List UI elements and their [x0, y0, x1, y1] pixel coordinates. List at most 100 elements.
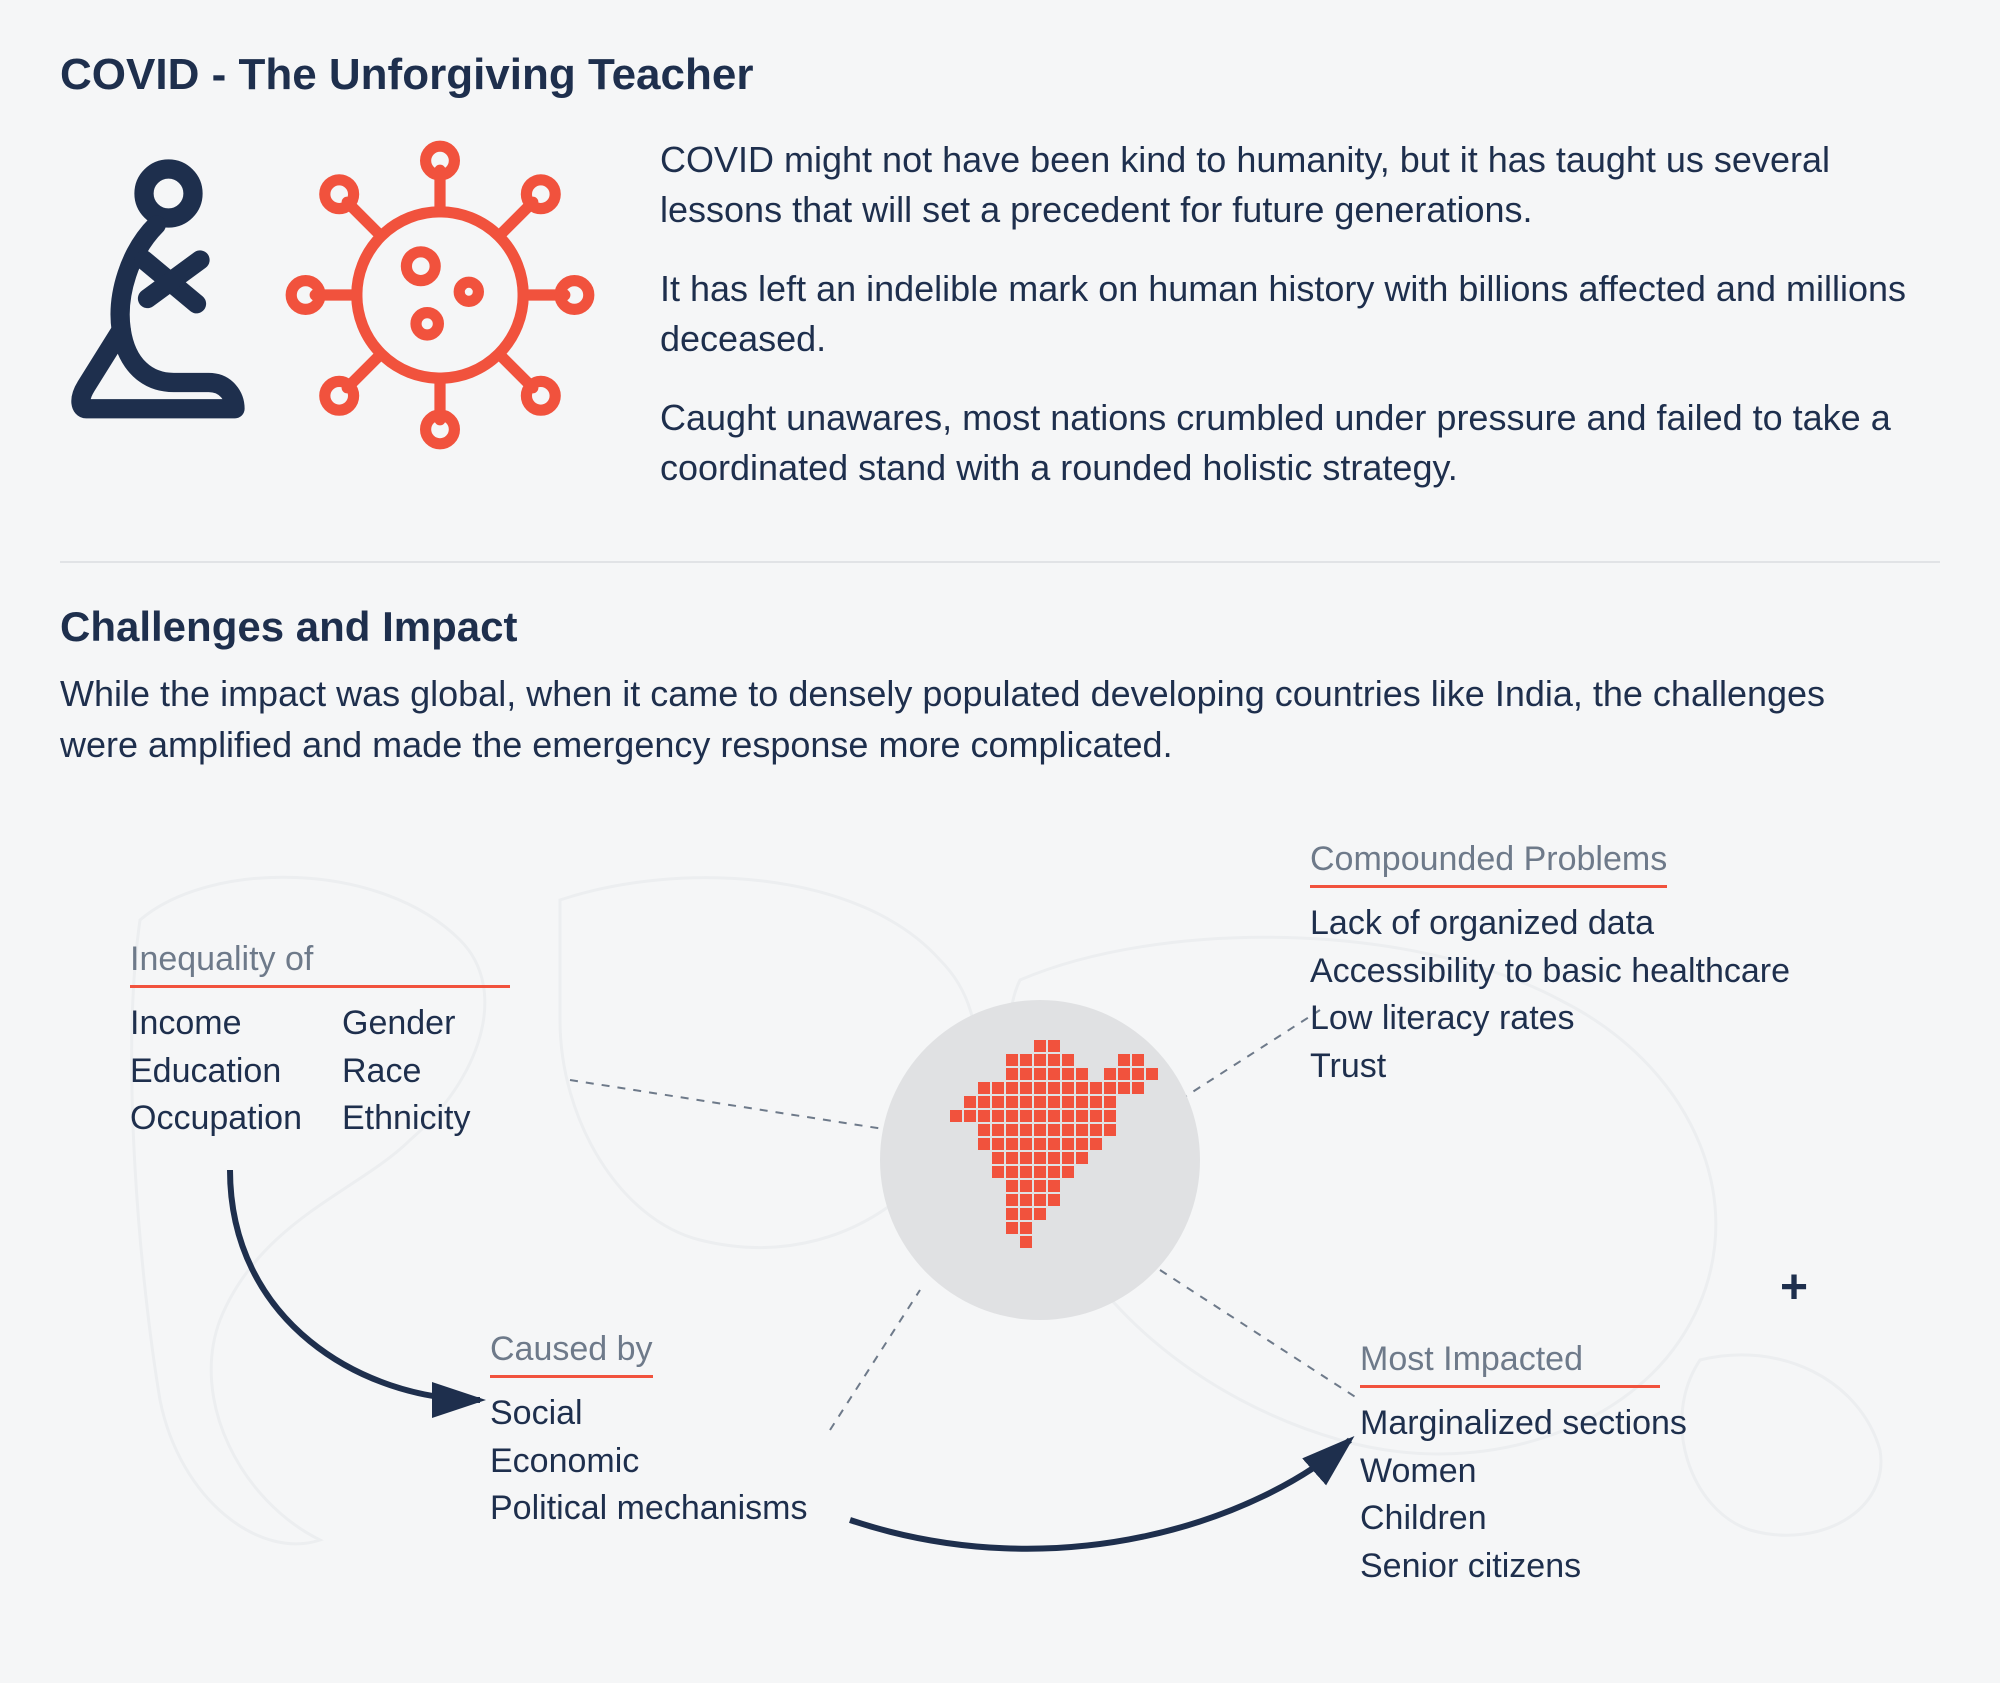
india-dot	[992, 1082, 1004, 1094]
india-dot	[1020, 1152, 1032, 1164]
india-dot	[1020, 1124, 1032, 1136]
india-dot	[1076, 1138, 1088, 1150]
india-dot	[978, 1082, 990, 1094]
compounded-header: Compounded Problems	[1310, 840, 1667, 888]
india-dot	[1104, 1096, 1116, 1108]
india-dot	[1006, 1166, 1018, 1178]
india-dot	[1034, 1166, 1046, 1178]
india-dot	[1090, 1082, 1102, 1094]
india-dot	[1006, 1110, 1018, 1122]
india-dot	[1048, 1194, 1060, 1206]
section-divider	[60, 561, 1940, 563]
india-dot	[1062, 1054, 1074, 1066]
india-dot	[1048, 1180, 1060, 1192]
india-dot	[1020, 1236, 1032, 1248]
india-dot	[992, 1152, 1004, 1164]
india-dot	[1020, 1208, 1032, 1220]
india-dot	[1118, 1054, 1130, 1066]
page-title: COVID - The Unforgiving Teacher	[60, 50, 1940, 100]
section2-title: Challenges and Impact	[60, 603, 1940, 651]
india-dot	[978, 1096, 990, 1108]
india-dot	[1034, 1194, 1046, 1206]
intro-row: COVID might not have been kind to humani…	[60, 135, 1940, 521]
virus-icon	[280, 135, 600, 455]
india-dot	[1034, 1040, 1046, 1052]
most-impacted-box: Most Impacted Marginalized sections Wome…	[1360, 1340, 1687, 1590]
india-dot	[1076, 1096, 1088, 1108]
india-dot	[1090, 1124, 1102, 1136]
india-dot	[1076, 1152, 1088, 1164]
india-dot	[1132, 1054, 1144, 1066]
india-dot	[1076, 1068, 1088, 1080]
india-dot	[1020, 1054, 1032, 1066]
india-dot	[1118, 1068, 1130, 1080]
inequality-item: Income	[130, 1000, 302, 1048]
india-dot	[1006, 1222, 1018, 1234]
caused-by-item: Economic	[490, 1438, 807, 1486]
india-dot	[1034, 1096, 1046, 1108]
inequality-item: Occupation	[130, 1095, 302, 1143]
india-dot	[1020, 1082, 1032, 1094]
india-dot	[992, 1096, 1004, 1108]
most-impacted-header: Most Impacted	[1360, 1340, 1660, 1388]
section2-lead: While the impact was global, when it cam…	[60, 669, 1880, 770]
caused-by-item: Political mechanisms	[490, 1485, 807, 1533]
india-dot	[964, 1096, 976, 1108]
intro-para-2: It has left an indelible mark on human h…	[660, 264, 1940, 365]
india-dot	[1076, 1082, 1088, 1094]
most-impacted-item: Senior citizens	[1360, 1543, 1687, 1591]
india-dot	[1034, 1054, 1046, 1066]
india-dot	[1062, 1124, 1074, 1136]
india-dot	[1090, 1138, 1102, 1150]
india-dot	[1048, 1054, 1060, 1066]
india-dot	[1104, 1082, 1116, 1094]
compounded-item: Low literacy rates	[1310, 995, 1790, 1043]
india-dot	[1006, 1054, 1018, 1066]
india-dot	[1048, 1152, 1060, 1164]
india-dot	[1104, 1068, 1116, 1080]
inequality-item: Gender	[342, 1000, 514, 1048]
india-dot	[1034, 1110, 1046, 1122]
india-dot	[1020, 1194, 1032, 1206]
intro-icons	[60, 135, 620, 455]
india-dot	[964, 1110, 976, 1122]
india-dot	[978, 1138, 990, 1150]
india-dot	[1020, 1138, 1032, 1150]
india-dot	[992, 1166, 1004, 1178]
india-dot	[1062, 1152, 1074, 1164]
india-dot	[1006, 1208, 1018, 1220]
india-dot	[1090, 1110, 1102, 1122]
india-dot	[1048, 1082, 1060, 1094]
india-dot	[950, 1110, 962, 1122]
india-dot	[1034, 1082, 1046, 1094]
caused-by-header: Caused by	[490, 1330, 653, 1378]
most-impacted-item: Women	[1360, 1448, 1687, 1496]
india-dot	[1104, 1124, 1116, 1136]
india-dot	[1034, 1180, 1046, 1192]
most-impacted-item: Children	[1360, 1495, 1687, 1543]
india-dot	[1006, 1068, 1018, 1080]
india-dot	[1048, 1138, 1060, 1150]
intro-para-3: Caught unawares, most nations crumbled u…	[660, 393, 1940, 494]
caused-by-item: Social	[490, 1390, 807, 1438]
india-dot	[1048, 1166, 1060, 1178]
india-dot	[1006, 1180, 1018, 1192]
india-focus-circle	[880, 1000, 1200, 1320]
india-dot	[978, 1110, 990, 1122]
inequality-item: Race	[342, 1048, 514, 1096]
inequality-header: Inequality of	[130, 940, 510, 988]
india-dot	[1062, 1096, 1074, 1108]
india-dot	[1006, 1138, 1018, 1150]
india-dot	[1048, 1110, 1060, 1122]
india-dot	[1062, 1068, 1074, 1080]
india-dot	[1048, 1124, 1060, 1136]
india-dot	[1034, 1068, 1046, 1080]
challenges-diagram: Inequality of Income Education Occupatio…	[60, 800, 1940, 1620]
india-dot	[1062, 1082, 1074, 1094]
india-dot	[1062, 1110, 1074, 1122]
intro-para-1: COVID might not have been kind to humani…	[660, 135, 1940, 236]
intro-text: COVID might not have been kind to humani…	[660, 135, 1940, 521]
india-dot	[1020, 1110, 1032, 1122]
india-dot	[978, 1124, 990, 1136]
inequality-item: Education	[130, 1048, 302, 1096]
